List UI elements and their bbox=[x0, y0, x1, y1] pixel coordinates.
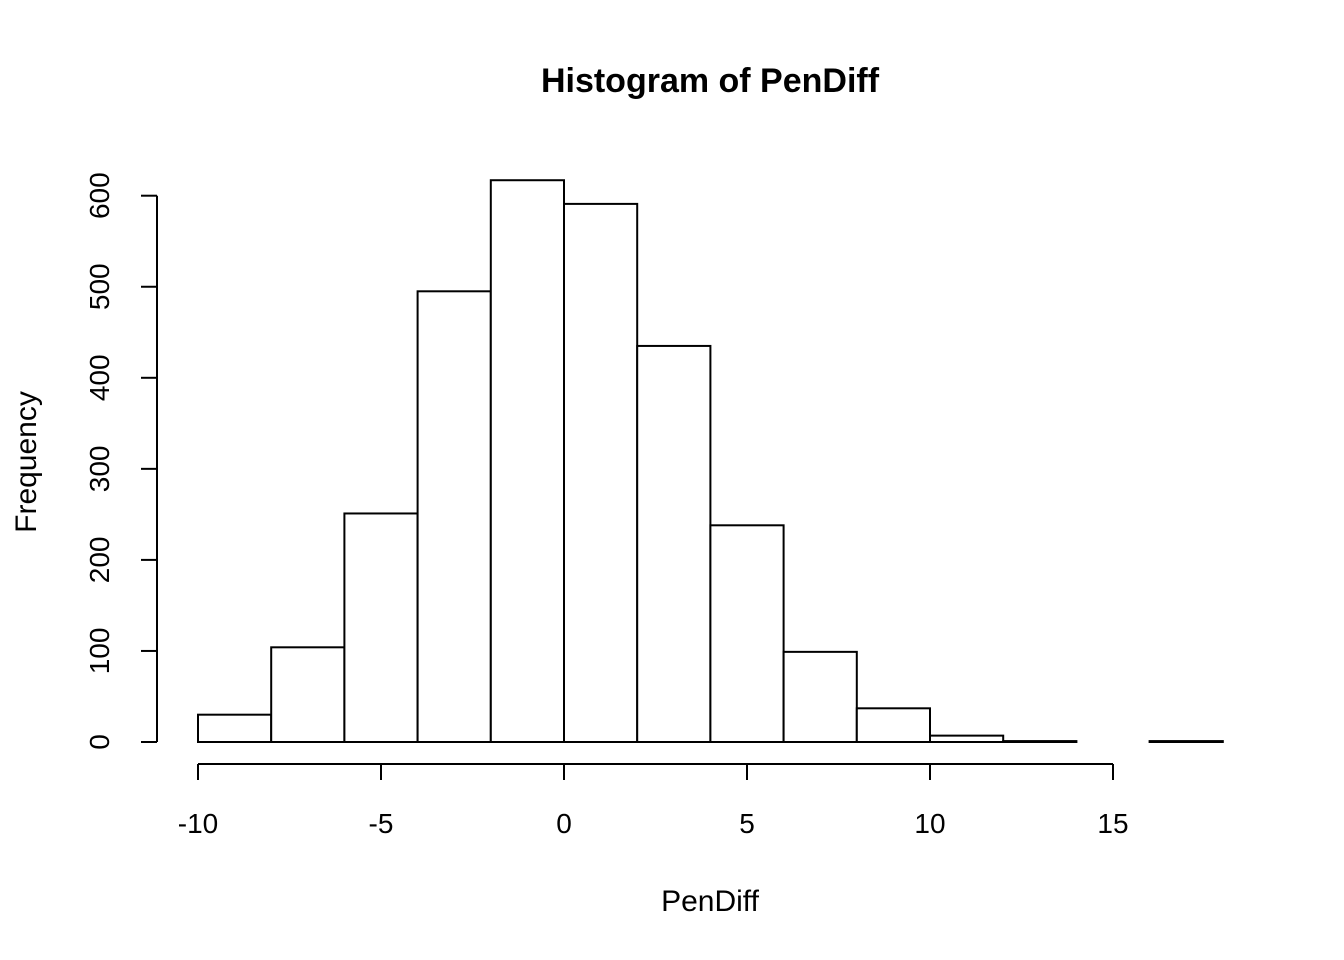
x-tick-label: -5 bbox=[369, 808, 394, 839]
histogram-bar bbox=[636, 344, 712, 743]
histogram-bar bbox=[416, 290, 492, 743]
y-tick-label: 200 bbox=[84, 537, 115, 584]
y-tick-label: 100 bbox=[84, 628, 115, 675]
x-tick-label: 15 bbox=[1097, 808, 1128, 839]
y-axis-label: Frequency bbox=[10, 391, 43, 533]
x-axis: -10 -5 0 5 10 15 bbox=[178, 763, 1129, 839]
chart-title: Histogram of PenDiff bbox=[541, 62, 880, 100]
x-axis-label: PenDiff bbox=[661, 885, 760, 918]
histogram-bar bbox=[709, 524, 785, 744]
x-tick-label: 5 bbox=[739, 808, 755, 839]
histogram-bar bbox=[855, 707, 931, 744]
histogram-bar bbox=[782, 650, 858, 743]
x-tick-label: -10 bbox=[178, 808, 218, 839]
y-tick-label: 600 bbox=[84, 172, 115, 219]
histogram-bar bbox=[343, 512, 419, 743]
histogram-bar bbox=[929, 734, 1005, 744]
x-tick-label: 0 bbox=[556, 808, 572, 839]
histogram-bar bbox=[563, 202, 639, 744]
histogram-bar bbox=[1002, 740, 1078, 743]
bars-group bbox=[197, 179, 1224, 744]
y-tick-label: 300 bbox=[84, 445, 115, 492]
y-axis: 0 100 200 300 400 500 600 bbox=[84, 172, 158, 750]
x-tick-label: 10 bbox=[914, 808, 945, 839]
y-tick-label: 500 bbox=[84, 263, 115, 310]
histogram-bar bbox=[197, 713, 273, 743]
y-tick-label: 0 bbox=[84, 734, 115, 750]
y-tick-label: 400 bbox=[84, 354, 115, 401]
histogram-bar bbox=[1148, 740, 1224, 743]
histogram-bar bbox=[489, 179, 565, 743]
histogram-bar bbox=[270, 646, 346, 743]
